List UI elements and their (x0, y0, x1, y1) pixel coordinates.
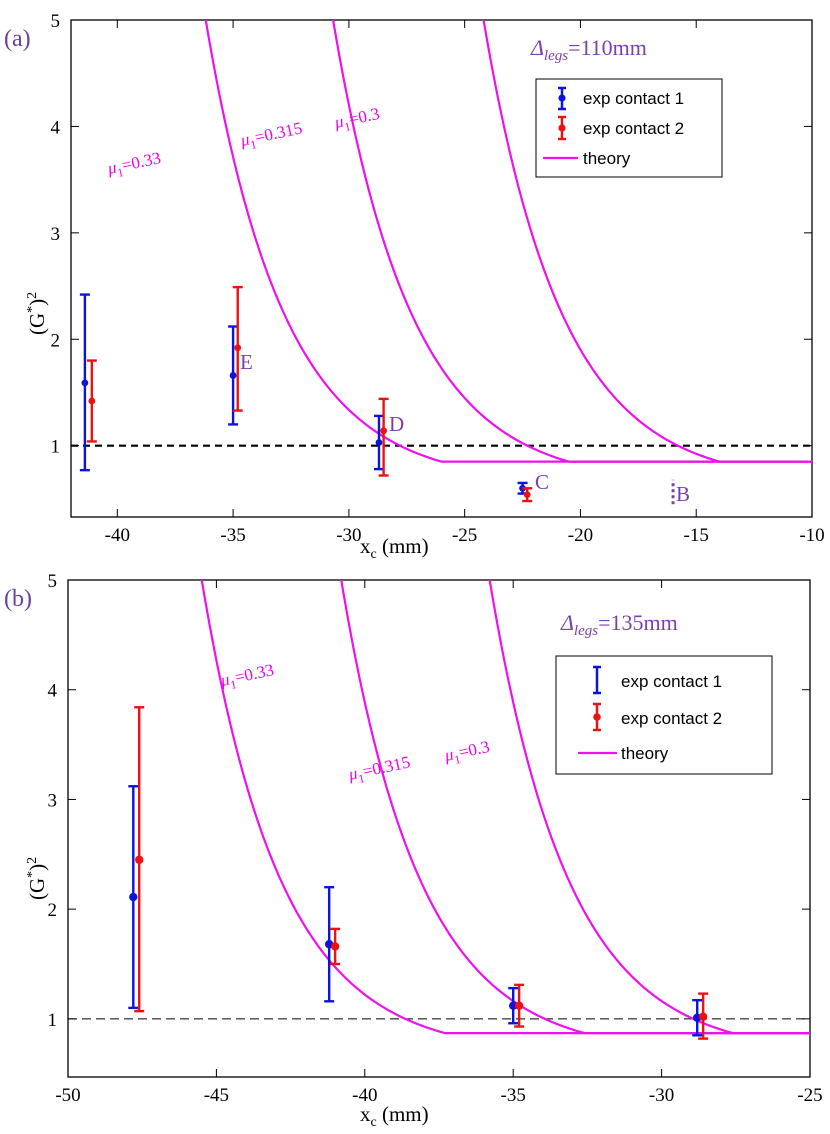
panel-a-y-ticks: 1 2 3 4 5 (51, 11, 812, 458)
x-tick-label: -45 (204, 1085, 229, 1106)
panel-b-legend: exp contact 1 exp contact 2 theory (555, 655, 773, 775)
y-tick-label: 4 (48, 681, 58, 702)
y-tick-label: 2 (48, 900, 58, 921)
data-point-c1-0 (79, 293, 90, 472)
panel-b-curve-label-03: μ1=0.3 (442, 737, 492, 769)
x-tick-label: -30 (649, 1085, 674, 1106)
data-point-c2-2 (514, 983, 525, 1028)
panel-a-legend-box (535, 78, 723, 178)
data-point-c2-1 (330, 927, 341, 966)
point-marker (135, 855, 144, 864)
panel-b-theory-curves (200, 580, 810, 1035)
x-tick-label: -25 (452, 525, 477, 546)
point-marker (229, 372, 237, 379)
panel-a-title: Δlegs=110mm (530, 35, 647, 64)
panel-a-legend-swatch-c1 (558, 86, 566, 111)
y-tick-label: 5 (51, 11, 61, 32)
theory-curve-1 (340, 580, 810, 1035)
panel-b-curve-label-0315: μ1=0.315 (346, 752, 413, 788)
data-point-c2-3 (698, 992, 709, 1040)
point-marker (81, 379, 89, 387)
point-marker (523, 491, 531, 499)
point-marker (514, 1001, 524, 1010)
panel-b-legend-box (555, 655, 773, 775)
data-point-c2-1 (232, 285, 243, 412)
data-point-c2-0 (134, 706, 145, 1013)
panel-a-x-ticks: -40 -35 -30 -25 -20 -15 -10 (105, 20, 825, 546)
x-tick-label: -40 (352, 1085, 377, 1106)
x-tick-label: -50 (55, 1085, 80, 1106)
data-point-c2-3 (522, 487, 533, 503)
panel-a-legend-label-c2: exp contact 2 (583, 119, 684, 138)
point-marker (129, 892, 138, 902)
panel-b-legend-swatch-c2 (593, 702, 601, 732)
point-marker (234, 344, 242, 352)
panel-a-curve-label-0315: μ1=0.315 (238, 118, 305, 154)
x-tick-label: -35 (501, 1085, 526, 1106)
x-tick-label: -25 (797, 1085, 822, 1106)
panel-b-legend-label-theory: theory (621, 744, 669, 763)
point-marker (88, 397, 96, 405)
y-tick-label: 1 (48, 1010, 58, 1031)
panel-a-point-label-b: B (676, 482, 690, 506)
data-point-c1-2 (508, 986, 519, 1025)
point-marker (380, 427, 388, 435)
panel-a-curve-label-033: μ1=0.33 (105, 148, 163, 182)
panel-a-legend-label-c1: exp contact 1 (583, 89, 684, 108)
x-tick-label: -35 (220, 525, 245, 546)
theory-curve-1 (331, 20, 812, 463)
y-tick-label: 3 (48, 790, 58, 811)
y-tick-label: 4 (51, 117, 61, 138)
panel-a-legend-label-theory: theory (583, 149, 631, 168)
panel-a-data-points (79, 285, 533, 503)
panel-a-point-label-e: E (240, 350, 253, 374)
panel-a-y-axis-label: (G*)2 (25, 292, 49, 335)
panel-a-label: (a) (4, 26, 31, 52)
y-tick-label: 5 (48, 571, 58, 592)
panel-a-theory-curves (204, 20, 812, 463)
data-point-c1-2 (373, 414, 384, 471)
panel-b: (b) -50 -45 -40 -35 -30 -25 1 2 3 4 5 μ1=0.33 μ1=… (4, 571, 823, 1130)
data-point-c1-0 (128, 785, 139, 1010)
point-marker (698, 1012, 708, 1021)
panel-b-legend-label-c2: exp contact 2 (621, 709, 722, 728)
x-tick-label: -15 (684, 525, 709, 546)
panel-b-axes-box (67, 579, 811, 1078)
panel-b-curve-label-033: μ1=0.33 (218, 660, 276, 694)
panel-b-x-axis-label: xc (mm) (360, 1102, 429, 1130)
panel-b-legend-swatch-c1 (593, 665, 601, 695)
panel-b-data-points (128, 706, 709, 1040)
x-tick-label: -40 (105, 525, 130, 546)
theory-curve-2 (488, 580, 810, 1035)
y-tick-label: 2 (51, 330, 61, 351)
panel-a-point-label-d: D (389, 412, 404, 436)
data-point-c2-0 (86, 359, 97, 443)
panel-b-label: (b) (4, 586, 32, 612)
panel-b-legend-label-c1: exp contact 1 (621, 672, 722, 691)
panel-a-curve-label-03: μ1=0.3 (332, 104, 382, 136)
data-point-c1-1 (228, 325, 239, 426)
panel-b-y-axis-label: (G*)2 (25, 857, 49, 900)
panel-a-point-label-c: C (535, 470, 549, 494)
theory-curve-2 (482, 20, 812, 463)
panel-b-y-ticks: 1 2 3 4 5 (48, 571, 810, 1031)
panel-b-title: Δlegs=135mm (560, 610, 678, 639)
point-marker (375, 439, 383, 446)
y-tick-label: 3 (51, 224, 61, 245)
x-tick-label: -10 (799, 525, 824, 546)
panel-a-legend-swatch-c2 (558, 115, 566, 141)
x-tick-label: -30 (336, 525, 361, 546)
panel-a-axes-box (70, 19, 813, 518)
data-point-c2-2 (378, 397, 389, 477)
point-marker (330, 942, 340, 951)
point-marker (509, 1001, 518, 1010)
panel-b-x-ticks: -50 -45 -40 -35 -30 -25 (55, 580, 823, 1106)
panel-a-legend: exp contact 1 exp contact 2 theory (535, 78, 723, 178)
x-tick-label: -20 (568, 525, 593, 546)
y-tick-label: 1 (51, 437, 61, 458)
panel-a-x-axis-label: xc (mm) (360, 534, 429, 562)
theory-curve-0 (204, 20, 812, 463)
